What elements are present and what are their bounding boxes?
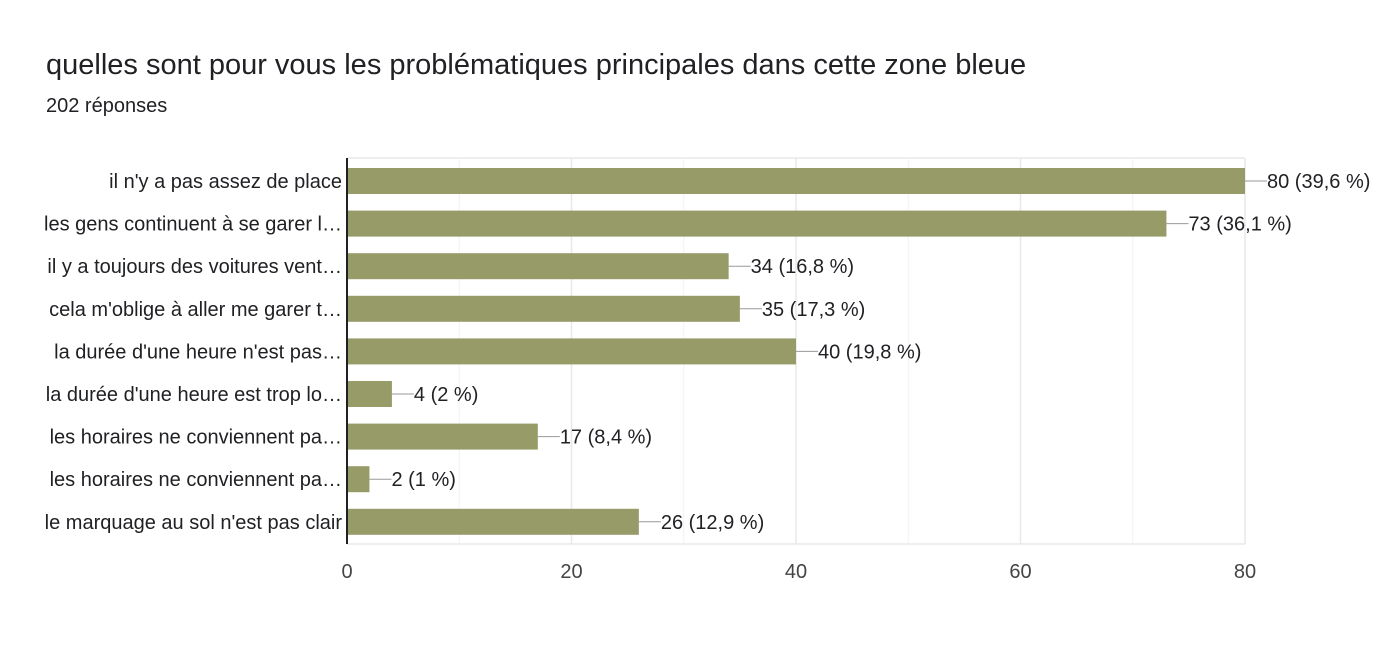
bar: [347, 423, 538, 450]
category-label: le marquage au sol n'est pas clair: [45, 512, 343, 534]
bar: [347, 466, 370, 493]
category-label: il y a toujours des voitures vent…: [47, 256, 342, 278]
category-label: il n'y a pas assez de place: [109, 171, 342, 193]
x-tick-label: 20: [560, 561, 582, 583]
chart-title: quelles sont pour vous les problématique…: [46, 49, 1027, 81]
bar: [347, 338, 796, 365]
bar: [347, 508, 639, 535]
category-label: cela m'oblige à aller me garer t…: [49, 299, 342, 321]
category-label: les horaires ne conviennent pa…: [50, 427, 342, 449]
value-label: 17 (8,4 %): [560, 427, 652, 449]
category-label: les gens continuent à se garer l…: [44, 214, 342, 236]
bar: [347, 210, 1167, 237]
value-label: 4 (2 %): [414, 384, 478, 406]
category-label: la durée d'une heure est trop lo…: [46, 384, 342, 406]
labels: 0 20 40 60 80 80 (39,6 %) il n'y a pas assez d…: [44, 171, 1370, 583]
bar: [347, 253, 729, 280]
bar: [347, 295, 740, 322]
x-tick-label: 40: [785, 561, 807, 583]
x-tick-label: 80: [1234, 561, 1256, 583]
value-label: 73 (36,1 %): [1188, 214, 1291, 236]
value-label: 40 (19,8 %): [818, 341, 921, 363]
response-count: 202 réponses: [46, 95, 168, 117]
value-label: 34 (16,8 %): [751, 256, 854, 278]
bar: [347, 381, 392, 407]
category-label: les horaires ne conviennent pa…: [50, 469, 342, 491]
value-label: 2 (1 %): [391, 469, 455, 491]
x-tick-label: 60: [1009, 561, 1031, 583]
value-label: 35 (17,3 %): [762, 299, 865, 321]
category-label: la durée d'une heure n'est pas…: [54, 341, 342, 363]
bar: [347, 168, 1245, 194]
axes: [346, 158, 1245, 545]
bars: [347, 168, 1267, 535]
x-tick-label: 0: [341, 561, 352, 583]
value-label: 80 (39,6 %): [1267, 171, 1370, 193]
value-label: 26 (12,9 %): [661, 512, 764, 534]
